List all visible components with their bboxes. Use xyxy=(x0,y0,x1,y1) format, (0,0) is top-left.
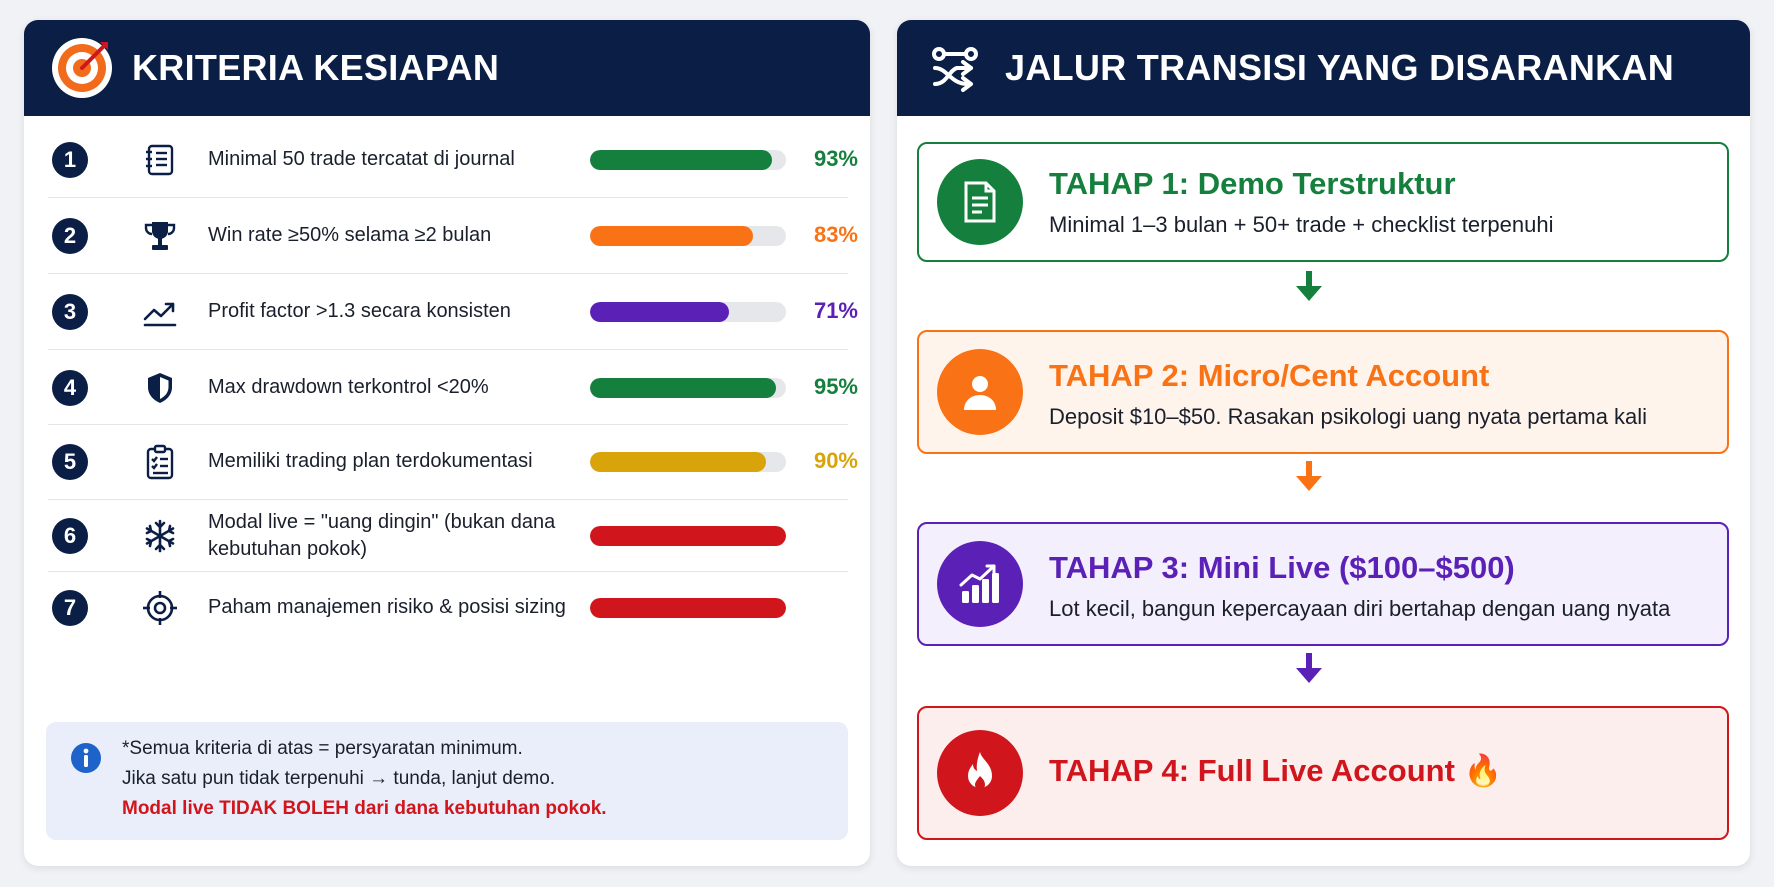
criteria-label: Profit factor >1.3 secara konsisten xyxy=(208,300,511,322)
stage-3-circle xyxy=(937,541,1023,627)
transition-title: JALUR TRANSISI YANG DISARANKAN xyxy=(1005,47,1675,88)
criteria-progress-bar xyxy=(590,150,786,170)
readiness-header: KRITERIA KESIAPAN xyxy=(24,20,870,116)
clipboard-icon xyxy=(142,444,178,480)
document-icon xyxy=(964,181,996,223)
criteria-row: 3 Profit factor >1.3 secara konsisten 71… xyxy=(48,274,858,350)
criteria-progress-bar xyxy=(590,226,786,246)
criteria-progress-fill xyxy=(590,302,730,322)
info-line-2: Jika satu pun tidak terpenuhi → tunda, l… xyxy=(122,768,556,789)
stage-3-desc: Lot kecil, bangun kepercayaan diri berta… xyxy=(1049,596,1671,621)
stage-2-card: TAHAP 2: Micro/Cent Account Deposit $10–… xyxy=(917,330,1729,454)
criteria-list: 1 Minimal 50 trade tercatat di journal 9… xyxy=(48,122,858,644)
snowflake-icon xyxy=(142,518,178,554)
stage-3-card: TAHAP 3: Mini Live ($100–$500) Lot kecil… xyxy=(917,522,1729,646)
info-line-1: *Semua kriteria di atas = persyaratan mi… xyxy=(122,738,523,759)
stage-1-title: TAHAP 1: Demo Terstruktur xyxy=(1049,166,1456,201)
criteria-number: 4 xyxy=(52,370,88,406)
trend-up-icon xyxy=(142,294,178,330)
criteria-number: 3 xyxy=(52,294,88,330)
arrow-down-icon xyxy=(1289,648,1329,688)
criteria-label: Win rate ≥50% selama ≥2 bulan xyxy=(208,224,492,246)
criteria-label: Minimal 50 trade tercatat di journal xyxy=(208,148,515,170)
criteria-progress-bar xyxy=(590,598,786,618)
stage-2-desc: Deposit $10–$50. Rasakan psikologi uang … xyxy=(1049,404,1648,429)
criteria-row: 1 Minimal 50 trade tercatat di journal 9… xyxy=(48,122,858,198)
transition-icon xyxy=(923,36,987,100)
criteria-row: 4 Max drawdown terkontrol <20% 95% xyxy=(48,350,858,425)
transition-panel: JALUR TRANSISI YANG DISARANKAN TAHAP 1: … xyxy=(897,20,1750,866)
criteria-label: Modal live = "uang dingin" (bukan dana k… xyxy=(208,511,556,560)
shield-icon xyxy=(142,370,178,406)
criteria-row: 7 Paham manajemen risiko & posisi sizing xyxy=(48,572,848,644)
chart-growth-icon xyxy=(959,564,999,603)
criteria-percent: 95% xyxy=(813,374,858,399)
criteria-number: 5 xyxy=(52,444,88,480)
criteria-number: 7 xyxy=(52,590,88,626)
criteria-progress-fill xyxy=(590,526,786,546)
target-icon xyxy=(50,36,114,100)
criteria-row: 5 Memiliki trading plan terdokumentasi 9… xyxy=(48,425,858,500)
journal-icon xyxy=(142,142,178,178)
stage-1-card: TAHAP 1: Demo Terstruktur Minimal 1–3 bu… xyxy=(917,142,1729,262)
transition-header: JALUR TRANSISI YANG DISARANKAN xyxy=(897,20,1750,116)
stage-4-title: TAHAP 4: Full Live Account 🔥 xyxy=(1049,753,1503,788)
criteria-progress-fill xyxy=(590,226,753,246)
criteria-progress-bar xyxy=(590,452,786,472)
arrow-down-icon xyxy=(1289,456,1329,496)
stage-3-title: TAHAP 3: Mini Live ($100–$500) xyxy=(1049,550,1515,585)
criteria-progress-bar xyxy=(590,378,786,398)
criteria-progress-fill xyxy=(590,150,773,170)
stage-4-card: TAHAP 4: Full Live Account 🔥 xyxy=(917,706,1729,840)
criteria-progress-bar xyxy=(590,302,786,322)
readiness-title: KRITERIA KESIAPAN xyxy=(132,47,500,88)
user-icon xyxy=(964,376,996,410)
criteria-row: 2 Win rate ≥50% selama ≥2 bulan 83% xyxy=(48,198,858,274)
arrow-down-icon xyxy=(1289,266,1329,306)
criteria-row: 6 Modal live = "uang dingin" (bukan dana… xyxy=(48,500,848,572)
info-icon xyxy=(70,742,102,774)
stage-4-circle xyxy=(937,730,1023,816)
info-warning: Modal live TIDAK BOLEH dari dana kebutuh… xyxy=(122,798,607,819)
criteria-number: 6 xyxy=(52,518,88,554)
criteria-number: 2 xyxy=(52,218,88,254)
criteria-number: 1 xyxy=(52,142,88,178)
readiness-panel: KRITERIA KESIAPAN 1 Minimal 50 trade ter… xyxy=(24,20,870,866)
criteria-percent: 93% xyxy=(813,146,858,171)
criteria-label: Memiliki trading plan terdokumentasi xyxy=(208,450,533,472)
criteria-percent: 90% xyxy=(813,448,858,473)
stage-1-desc: Minimal 1–3 bulan + 50+ trade + checklis… xyxy=(1049,212,1554,237)
criteria-percent: 83% xyxy=(813,222,858,247)
stage-2-title: TAHAP 2: Micro/Cent Account xyxy=(1049,358,1490,393)
fire-icon xyxy=(968,752,992,790)
info-note: *Semua kriteria di atas = persyaratan mi… xyxy=(46,722,848,840)
criteria-label: Max drawdown terkontrol <20% xyxy=(208,376,489,398)
criteria-progress-fill xyxy=(590,598,786,618)
criteria-progress-fill xyxy=(590,378,777,398)
stage-1-circle xyxy=(937,159,1023,245)
trophy-icon xyxy=(142,218,178,254)
criteria-percent: 71% xyxy=(813,298,858,323)
crosshair-icon xyxy=(142,590,178,626)
criteria-label: Paham manajemen risiko & posisi sizing xyxy=(208,596,566,618)
criteria-progress-bar xyxy=(590,526,786,546)
stage-2-circle xyxy=(937,349,1023,435)
criteria-progress-fill xyxy=(590,452,767,472)
